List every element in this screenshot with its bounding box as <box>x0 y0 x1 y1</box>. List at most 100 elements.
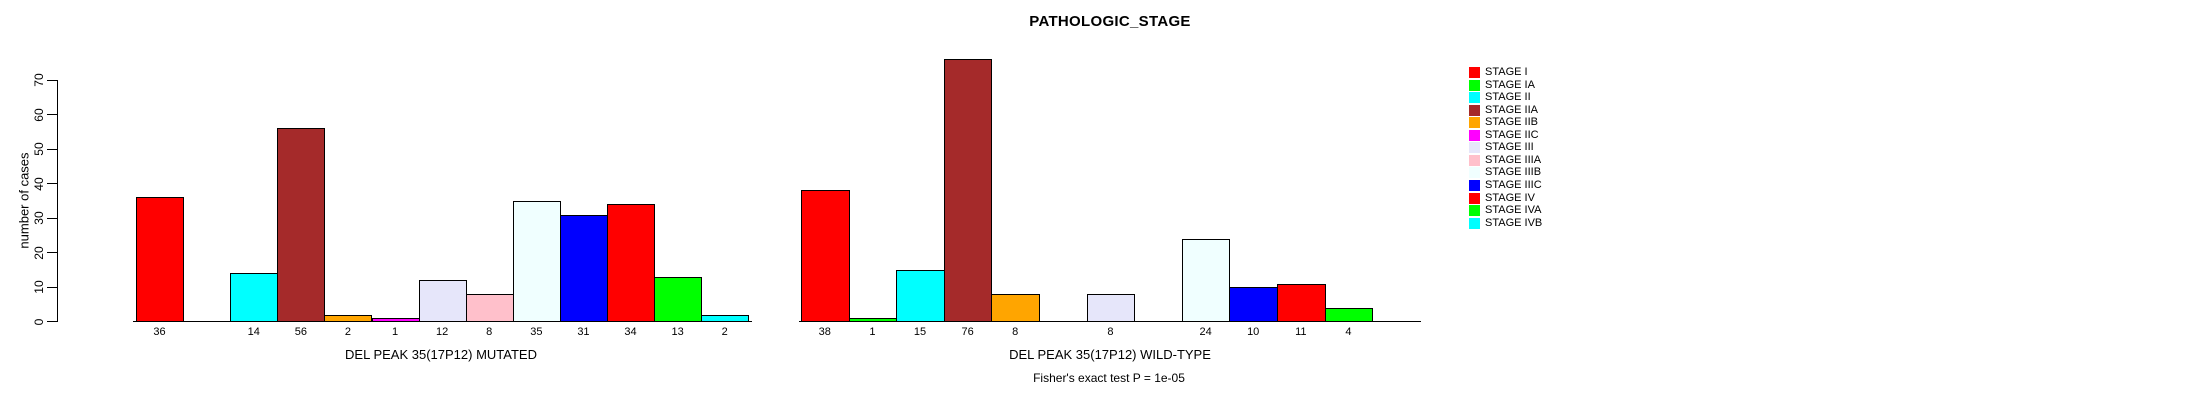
bar-count-label: 1 <box>391 326 399 338</box>
y-tick-mark <box>47 217 57 219</box>
legend-swatch-stage-iii <box>1469 142 1480 154</box>
bar-count-label: 56 <box>294 326 307 338</box>
y-tick-mark <box>47 321 57 322</box>
y-tick-mark <box>47 114 57 115</box>
bar-stage-iiia <box>465 293 514 322</box>
bar-count-label: 31 <box>577 326 590 338</box>
legend-item-label: STAGE IIC <box>1485 128 1539 141</box>
y-tick-mark <box>47 183 57 184</box>
bar-stage-ivb <box>701 314 750 322</box>
legend-row: STAGE IIIC <box>1469 180 1542 191</box>
y-tick-label: 10 <box>32 280 46 294</box>
y-tick-label: 60 <box>32 107 46 122</box>
bar-count-label: 24 <box>1199 326 1212 338</box>
legend-item-label: STAGE IIB <box>1485 116 1538 129</box>
legend-item-label: STAGE IIA <box>1485 103 1538 116</box>
bar-count-label: 2 <box>721 326 728 338</box>
legend-swatch-stage-iic <box>1469 129 1480 141</box>
bar-count-label: 76 <box>961 326 974 338</box>
bar-stage-iiib <box>512 200 561 323</box>
legend-row: STAGE I <box>1469 67 1528 78</box>
legend-row: STAGE IIA <box>1469 103 1538 116</box>
y-tick-label: 40 <box>32 176 46 191</box>
legend-swatch-stage-iiic <box>1469 180 1480 191</box>
bar-count-label: 34 <box>624 326 637 338</box>
legend-row: STAGE IV <box>1469 191 1535 204</box>
legend-swatch-stage-ia <box>1469 79 1480 91</box>
legend-row: STAGE IVB <box>1469 216 1543 229</box>
bar-count-label: 1 <box>869 326 876 338</box>
bar-count-label: 11 <box>1295 326 1307 338</box>
legend-swatch-stage-ii <box>1469 92 1480 104</box>
legend-row: STAGE IIB <box>1469 116 1538 129</box>
bar-count-label: 14 <box>247 326 260 338</box>
legend-item-label: STAGE IVA <box>1485 204 1542 217</box>
legend-item-label: STAGE IV <box>1485 191 1535 204</box>
bar-stage-iv <box>1277 283 1326 323</box>
bar-stage-iiic <box>1229 287 1278 322</box>
x-axis-title-wildtype: DEL PEAK 35(17P12) WILD-TYPE <box>1009 347 1211 362</box>
legend-swatch-stage-iva <box>1469 205 1480 217</box>
legend-item-label: STAGE I <box>1485 66 1528 78</box>
x-axis-title-mutated: DEL PEAK 35(17P12) MUTATED <box>345 347 537 362</box>
bar-stage-iva <box>654 276 703 322</box>
bar-stage-iia <box>277 128 326 322</box>
bar-stage-iic <box>371 318 420 323</box>
bar-count-label: 13 <box>671 326 684 338</box>
legend-row: STAGE IIC <box>1469 128 1539 141</box>
bar-stage-i <box>801 190 850 322</box>
legend-item-label: STAGE IIIC <box>1485 179 1542 191</box>
legend-swatch-stage-iib <box>1469 117 1480 129</box>
y-tick-label: 30 <box>32 211 46 225</box>
legend-swatch-stage-iiia <box>1469 154 1480 166</box>
bar-stage-iia <box>943 59 993 322</box>
legend-swatch-stage-ivb <box>1469 217 1480 229</box>
legend-row: STAGE III <box>1469 141 1534 154</box>
bar-stage-iii <box>1086 293 1136 322</box>
bar-count-label: 8 <box>1107 326 1114 338</box>
bar-stage-ii <box>896 269 945 323</box>
legend-item-label: STAGE IVB <box>1485 216 1543 229</box>
bar-stage-iii <box>418 280 467 322</box>
legend-swatch-stage-iia <box>1469 104 1480 116</box>
legend-swatch-stage-i <box>1469 67 1480 78</box>
footnote-fisher-test: Fisher's exact test P = 1e-05 <box>1033 371 1185 385</box>
legend-row: STAGE IIIB <box>1469 166 1542 179</box>
bar-stage-i <box>136 197 185 322</box>
y-tick-label: 0 <box>32 318 46 325</box>
bar-count-label: 4 <box>1345 326 1352 338</box>
bar-count-label: 35 <box>530 326 543 338</box>
legend-row: STAGE IIIA <box>1469 153 1542 166</box>
legend-item-label: STAGE IIIB <box>1485 166 1542 179</box>
bar-stage-iiib <box>1181 238 1231 322</box>
bar-count-label: 12 <box>436 326 449 338</box>
y-tick-mark <box>47 148 57 150</box>
bar-stage-iib <box>324 314 373 322</box>
bar-stage-ii <box>230 273 279 322</box>
y-tick-mark <box>47 286 57 288</box>
bar-stage-iv <box>607 204 656 322</box>
y-tick-label: 70 <box>32 73 46 87</box>
legend-item-label: STAGE III <box>1485 141 1534 154</box>
legend-item-label: STAGE IIIA <box>1485 153 1542 166</box>
y-tick-label: 50 <box>32 142 46 156</box>
legend-item-label: STAGE II <box>1485 91 1531 104</box>
y-tick-mark <box>47 252 57 253</box>
bar-stage-iiic <box>559 214 608 323</box>
bar-count-label: 15 <box>913 326 927 338</box>
bar-stage-iib <box>991 293 1040 322</box>
y-tick-label: 20 <box>32 245 46 260</box>
legend-row: STAGE IA <box>1469 79 1535 91</box>
legend-swatch-stage-iiib <box>1469 167 1480 179</box>
legend: STAGE I STAGE IA STAGE II STAGE IIA STAGE II… <box>1469 67 1589 242</box>
bar-count-label: 38 <box>818 326 831 338</box>
y-tick-mark <box>47 79 57 81</box>
legend-swatch-stage-iv <box>1469 192 1480 204</box>
bar-count-label: 36 <box>153 326 166 338</box>
y-axis-title: number of cases <box>16 152 32 249</box>
bar-stage-ia <box>848 318 898 323</box>
y-axis-line <box>57 80 58 322</box>
bar-count-label: 8 <box>486 326 493 338</box>
legend-row: STAGE IVA <box>1469 204 1542 217</box>
